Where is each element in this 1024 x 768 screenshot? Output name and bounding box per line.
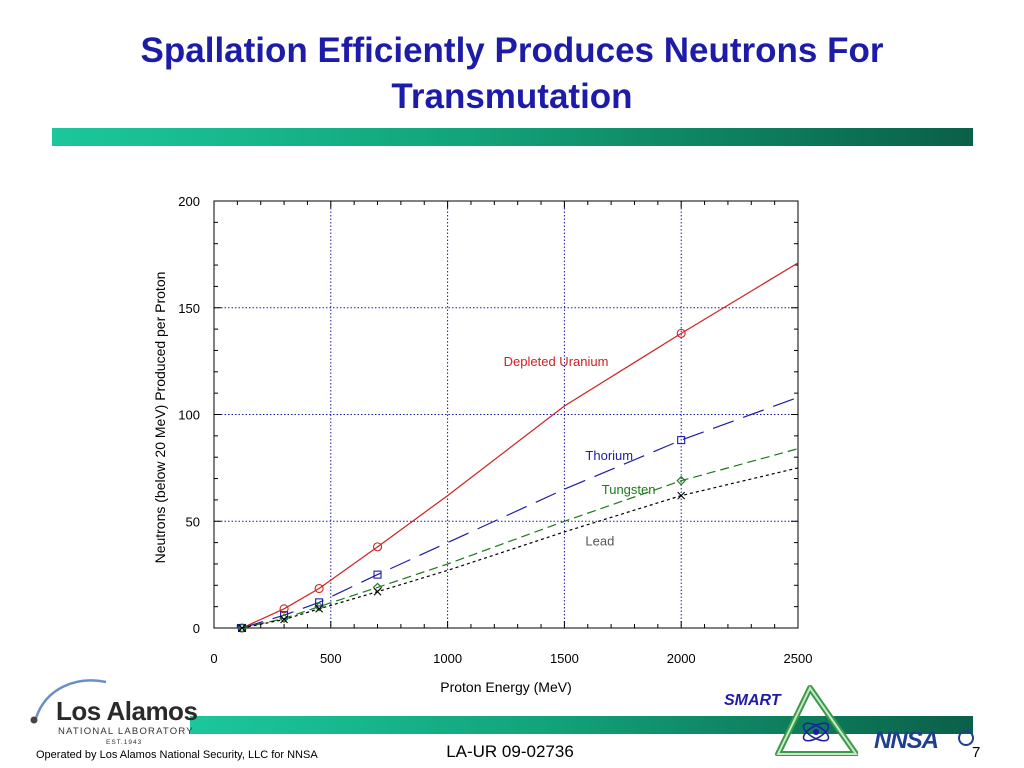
y-axis-title: Neutrons (below 20 MeV) Produced per Pro… (152, 272, 168, 564)
y-tick-label: 0 (193, 621, 200, 636)
nnsa-label: NNSA (874, 727, 939, 754)
data-point-circle (676, 328, 686, 338)
x-axis-title: Proton Energy (MeV) (440, 679, 572, 695)
data-point-cross (677, 491, 686, 500)
series-label: Tungsten (602, 482, 656, 497)
data-point-cross (280, 615, 288, 624)
grid-layer (214, 201, 798, 628)
data-point-square (315, 598, 324, 607)
y-tick-label: 50 (186, 514, 200, 529)
lanl-name: Los Alamos (56, 696, 198, 726)
lanl-established: EST.1943 (106, 739, 143, 746)
x-tick-label: 1500 (550, 651, 579, 666)
footer-bar (190, 716, 973, 734)
data-point-square (677, 436, 686, 445)
page-number: 7 (972, 744, 981, 761)
data-point-circle (279, 604, 289, 614)
x-tick-label: 1000 (433, 651, 462, 666)
slide-title: Spallation Efficiently Produces Neutrons… (140, 31, 884, 116)
x-tick-label: 2500 (784, 651, 813, 666)
smart-triangle-icon (775, 685, 858, 756)
lanl-swoosh-icon (30, 679, 107, 724)
series-line-0 (241, 262, 799, 629)
lanl-subtitle: NATIONAL LABORATORY (58, 726, 194, 737)
y-tick-label: 200 (178, 194, 200, 209)
data-point-cross (373, 587, 382, 596)
title-divider-bar (52, 128, 973, 146)
data-point-square (373, 570, 382, 579)
data-point-circle (372, 542, 383, 552)
data-point-diamond (237, 623, 247, 633)
x-tick-label: 500 (320, 651, 342, 666)
data-point-cross (315, 604, 324, 613)
report-id: LA-UR 09-02736 (446, 742, 574, 761)
data-point-cross (238, 624, 246, 632)
nnsa-emblem-icon (958, 730, 974, 746)
data-point-diamond (676, 475, 686, 486)
series-line-2 (241, 448, 799, 629)
data-point-diamond (314, 601, 324, 612)
y-tick-label: 100 (178, 408, 200, 423)
series-layer (237, 262, 799, 633)
series-label: Lead (585, 533, 614, 548)
x-tick-label: 0 (210, 651, 217, 666)
y-tick-label: 150 (178, 301, 200, 316)
x-tick-label: 2000 (667, 651, 696, 666)
smart-label: SMART (724, 692, 781, 709)
series-label: Thorium (585, 448, 633, 463)
label-layer: Depleted Uranium Thorium Tungsten Lead (504, 354, 656, 548)
series-label: Depleted Uranium (504, 354, 609, 369)
series-line-1 (241, 396, 799, 629)
series-line-3 (241, 467, 799, 629)
operator-note: Operated by Los Alamos National Security… (36, 749, 318, 761)
tick-layer: 0 500 1000 1500 2000 2500 0 50 100 150 200 (178, 194, 812, 666)
data-point-circle (314, 583, 324, 594)
